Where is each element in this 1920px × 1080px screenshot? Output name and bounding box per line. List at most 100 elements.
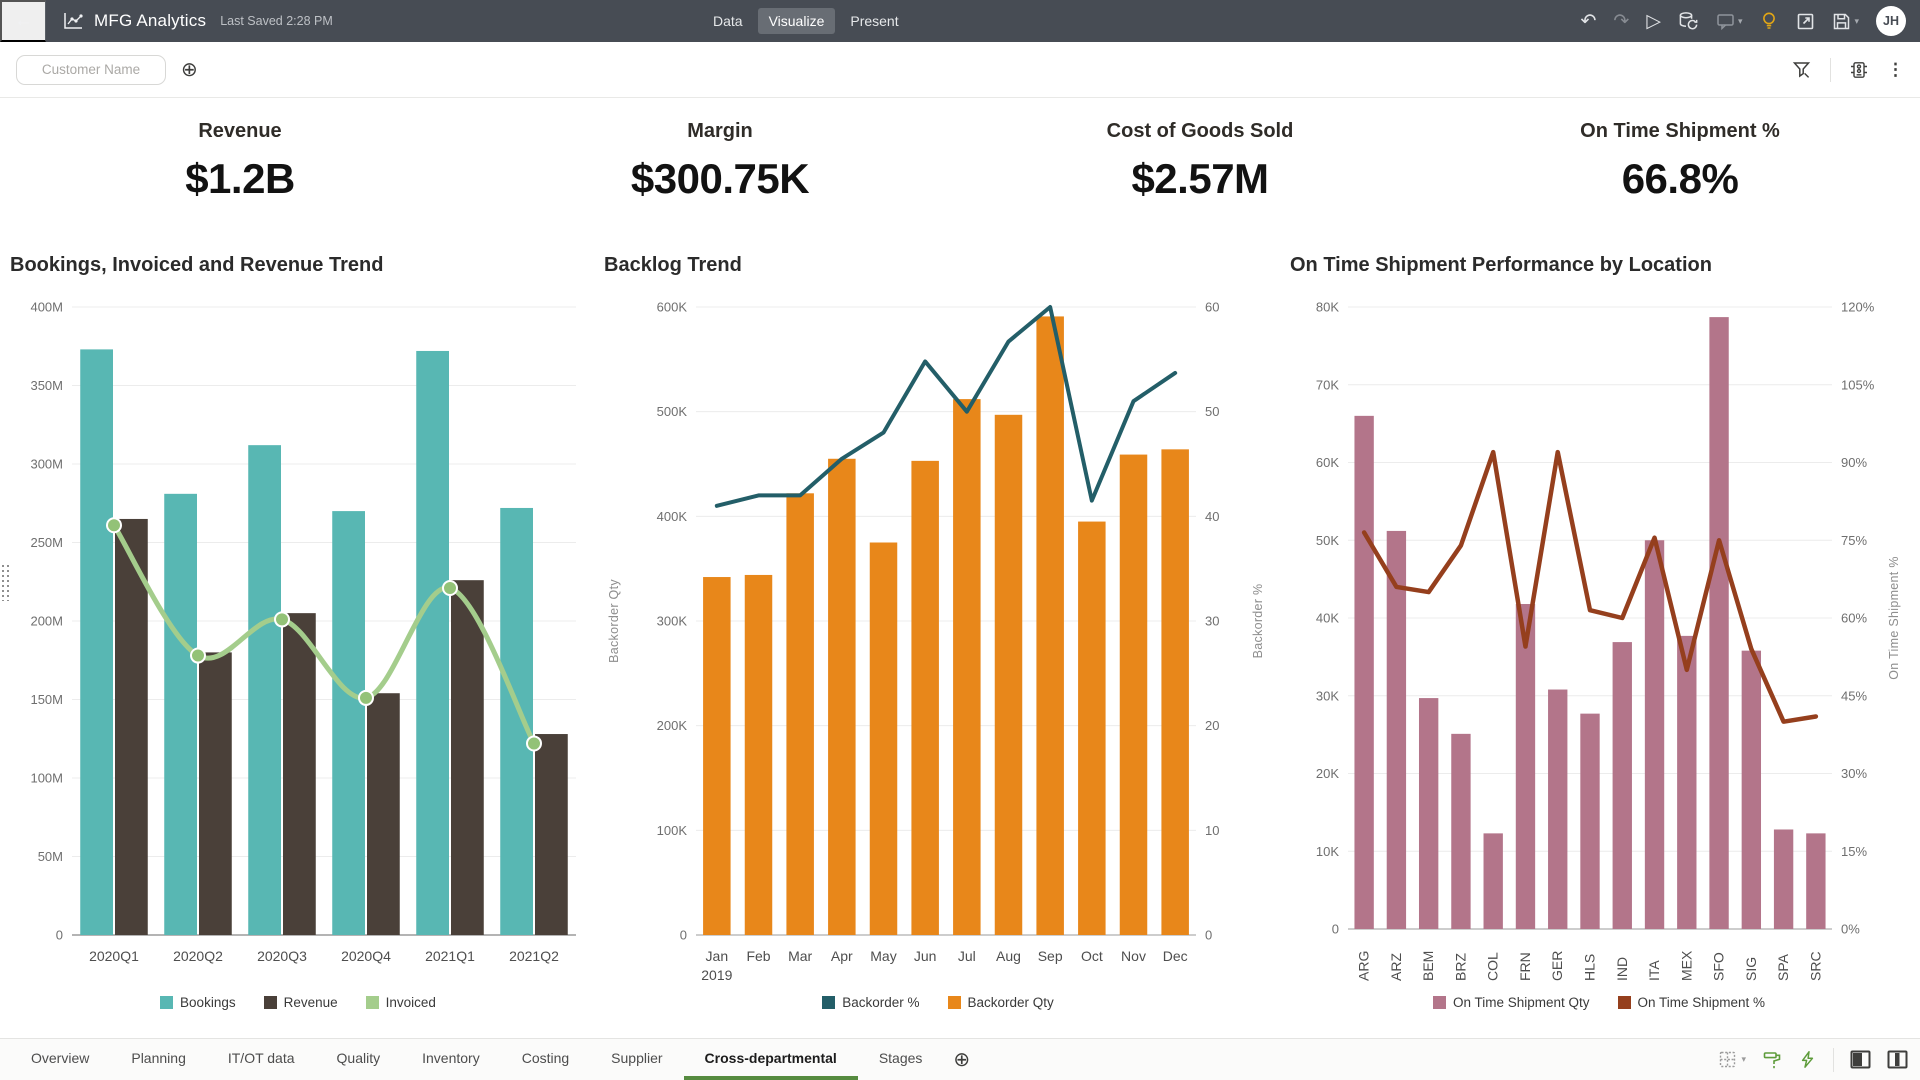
canvas-tab-inventory[interactable]: Inventory bbox=[422, 1049, 480, 1066]
bar-bookings[interactable] bbox=[416, 350, 449, 936]
bar-on-time-shipment-qty[interactable] bbox=[1677, 635, 1697, 929]
canvas-settings-button[interactable] bbox=[1849, 60, 1869, 80]
kpi-tile-on-time-shipment[interactable]: On Time Shipment % 66.8% bbox=[1440, 120, 1920, 240]
panel-drag-handle[interactable] bbox=[2, 565, 11, 601]
line-on-time-shipment-[interactable] bbox=[1361, 449, 1819, 724]
canvas-tab-stages[interactable]: Stages bbox=[878, 1049, 923, 1066]
bar-backorder-qty[interactable] bbox=[1036, 316, 1064, 935]
chart-canvas[interactable]: 0 10K 20K 30K 40K 50K 60K 70K 80K 0% 15% 30% 45% 60% 7… bbox=[1288, 285, 1910, 989]
line-backorder-[interactable] bbox=[714, 305, 1178, 508]
bar-on-time-shipment-qty[interactable] bbox=[1483, 833, 1503, 929]
bar-backorder-qty[interactable] bbox=[703, 577, 731, 935]
refresh-data-button[interactable] bbox=[1678, 11, 1699, 32]
bar-bookings[interactable] bbox=[248, 445, 281, 935]
bar-on-time-shipment-qty[interactable] bbox=[1580, 713, 1600, 929]
line-invoiced[interactable] bbox=[111, 522, 537, 746]
bar-backorder-qty[interactable] bbox=[911, 460, 939, 935]
tab-visualize[interactable]: Visualize bbox=[757, 8, 836, 34]
bar-backorder-qty[interactable] bbox=[786, 493, 814, 935]
bar-on-time-shipment-qty[interactable] bbox=[1548, 689, 1568, 929]
redo-button[interactable]: ↷ bbox=[1613, 12, 1629, 31]
canvas-tab-supplier[interactable]: Supplier bbox=[611, 1049, 663, 1066]
add-canvas-button[interactable]: ⊕ bbox=[953, 1039, 970, 1080]
bar-on-time-shipment-qty[interactable] bbox=[1515, 604, 1536, 929]
bar-revenue[interactable] bbox=[535, 734, 568, 935]
bar-bookings[interactable] bbox=[500, 507, 533, 935]
bar-on-time-shipment-qty[interactable] bbox=[1418, 698, 1439, 929]
canvas-layout-button[interactable]: ▾ bbox=[1718, 1050, 1746, 1069]
bar-on-time-shipment-qty[interactable] bbox=[1709, 317, 1729, 929]
insights-button[interactable] bbox=[1759, 11, 1779, 31]
comments-button[interactable]: ▾ bbox=[1716, 12, 1742, 31]
chart-backlog-trend[interactable]: Backlog Trend 0 100K 200K 300K 400K 500K 600K 0… bbox=[602, 240, 1274, 1038]
bar-backorder-qty[interactable] bbox=[869, 542, 898, 936]
data-point[interactable] bbox=[190, 647, 206, 664]
bar-on-time-shipment-qty[interactable] bbox=[1806, 833, 1826, 929]
data-point[interactable] bbox=[442, 580, 458, 597]
legend-item[interactable]: On Time Shipment Qty bbox=[1432, 995, 1590, 1010]
canvas-tab-costing[interactable]: Costing bbox=[521, 1049, 570, 1066]
bar-on-time-shipment-qty[interactable] bbox=[1773, 829, 1794, 929]
canvas-tab-quality[interactable]: Quality bbox=[336, 1049, 381, 1066]
chart-canvas[interactable]: 0 50M 100M 150M 200M 250M 300M 350M 400M 2020Q1 20… bbox=[8, 285, 588, 989]
bar-on-time-shipment-qty[interactable] bbox=[1741, 650, 1762, 929]
bar-bookings[interactable] bbox=[80, 349, 113, 935]
legend-item[interactable]: Revenue bbox=[263, 995, 338, 1010]
filter-bar-toggle-button[interactable] bbox=[1792, 60, 1812, 80]
legend-item[interactable]: Invoiced bbox=[365, 995, 436, 1010]
bar-bookings[interactable] bbox=[332, 511, 365, 935]
bar-backorder-qty[interactable] bbox=[1078, 521, 1106, 935]
bar-backorder-qty[interactable] bbox=[994, 414, 1023, 936]
toggle-left-panel-button[interactable] bbox=[1850, 1050, 1871, 1069]
bar-backorder-qty[interactable] bbox=[1119, 454, 1148, 935]
bar-backorder-qty[interactable] bbox=[828, 458, 856, 935]
kpi-tile-margin[interactable]: Margin $300.75K bbox=[480, 120, 960, 240]
avatar[interactable]: JH bbox=[1876, 6, 1906, 36]
bar-on-time-shipment-qty[interactable] bbox=[1612, 642, 1632, 929]
legend-item[interactable]: Bookings bbox=[160, 995, 236, 1010]
bar-backorder-qty[interactable] bbox=[744, 574, 773, 935]
legend-swatch bbox=[1617, 996, 1631, 1009]
legend-item[interactable]: On Time Shipment % bbox=[1617, 995, 1765, 1010]
bar-revenue[interactable] bbox=[115, 518, 148, 935]
auto-insights-button[interactable] bbox=[1798, 1050, 1817, 1069]
bar-on-time-shipment-qty[interactable] bbox=[1354, 415, 1374, 930]
canvas-style-button[interactable] bbox=[1762, 1050, 1782, 1070]
bar-revenue[interactable] bbox=[451, 580, 484, 935]
canvas-tab-planning[interactable]: Planning bbox=[131, 1049, 186, 1066]
bar-revenue[interactable] bbox=[283, 613, 316, 935]
canvas-tab-itot-data[interactable]: IT/OT data bbox=[227, 1049, 295, 1066]
bar-on-time-shipment-qty[interactable] bbox=[1644, 540, 1665, 929]
bar-on-time-shipment-qty[interactable] bbox=[1451, 733, 1471, 929]
kpi-tile-cogs[interactable]: Cost of Goods Sold $2.57M bbox=[960, 120, 1440, 240]
bar-revenue[interactable] bbox=[199, 652, 232, 935]
canvas-tab-overview[interactable]: Overview bbox=[31, 1049, 90, 1066]
toggle-right-panel-button[interactable] bbox=[1887, 1050, 1908, 1069]
export-button[interactable] bbox=[1796, 12, 1815, 31]
bar-on-time-shipment-qty[interactable] bbox=[1386, 530, 1407, 929]
undo-button[interactable]: ↶ bbox=[1580, 12, 1596, 31]
bar-bookings[interactable] bbox=[164, 493, 197, 935]
kpi-tile-revenue[interactable]: Revenue $1.2B bbox=[0, 120, 480, 240]
save-button[interactable]: ▾ bbox=[1832, 12, 1859, 31]
add-filter-button[interactable]: ⊕ bbox=[181, 60, 198, 80]
chart-canvas[interactable]: 0 100K 200K 300K 400K 500K 600K 0 10 20 30 40 50 60 Ba… bbox=[602, 285, 1274, 989]
tab-present[interactable]: Present bbox=[850, 13, 899, 29]
preview-button[interactable]: ▷ bbox=[1646, 12, 1661, 31]
data-point[interactable] bbox=[274, 611, 290, 628]
back-button[interactable]: ← bbox=[0, 0, 46, 42]
chart-bookings-invoiced-revenue[interactable]: Bookings, Invoiced and Revenue Trend 0 50… bbox=[8, 240, 588, 1038]
tab-data[interactable]: Data bbox=[713, 13, 743, 29]
bar-backorder-qty[interactable] bbox=[953, 399, 981, 935]
legend-item[interactable]: Backorder % bbox=[822, 995, 920, 1010]
data-point[interactable] bbox=[106, 517, 122, 534]
data-point[interactable] bbox=[358, 689, 374, 706]
canvas-tab-cross-departmental[interactable]: Cross-departmental bbox=[683, 1039, 858, 1080]
chart-on-time-shipment-by-location[interactable]: On Time Shipment Performance by Location… bbox=[1288, 240, 1910, 1038]
data-point[interactable] bbox=[526, 735, 542, 752]
legend-item[interactable]: Backorder Qty bbox=[947, 995, 1054, 1010]
customer-name-filter-input[interactable] bbox=[16, 54, 166, 85]
bar-revenue[interactable] bbox=[367, 693, 400, 935]
bar-backorder-qty[interactable] bbox=[1161, 449, 1189, 935]
more-options-button[interactable]: ⋮ bbox=[1887, 60, 1904, 80]
